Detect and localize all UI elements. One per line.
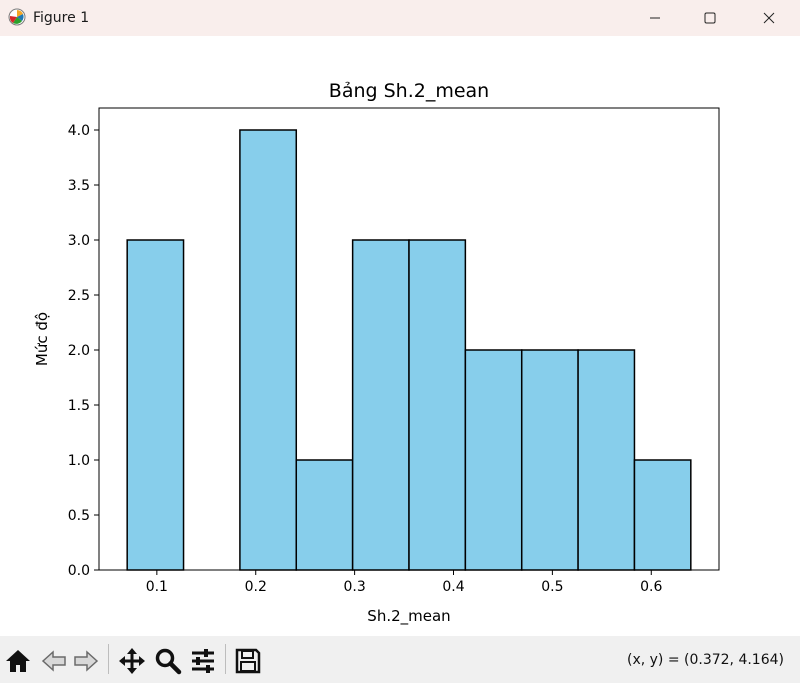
y-tick-label: 2.0 [68, 343, 90, 359]
pan-icon [119, 648, 145, 674]
x-tick-label: 0.6 [640, 579, 662, 595]
toolbar-separator [225, 644, 226, 674]
zoom-icon [155, 648, 182, 675]
x-tick-label: 0.5 [541, 579, 563, 595]
histogram-bar [520, 349, 579, 571]
minimize-icon [650, 17, 660, 19]
cursor-coordinates: (x, y) = (0.372, 4.164) [626, 652, 784, 668]
forward-button[interactable] [71, 646, 101, 676]
histogram-bar [633, 459, 692, 571]
histogram-bar [577, 349, 636, 571]
figure-canvas[interactable]: Bảng Sh.2_mean 0.1 0.2 0.3 0.4 0.5 0.6 0.0 0.5… [0, 36, 800, 636]
minimize-button[interactable] [632, 0, 678, 36]
y-tick-label: 0.0 [68, 563, 90, 579]
back-arrow-icon [41, 650, 66, 672]
y-tick-label: 3.5 [68, 178, 90, 194]
matplotlib-icon [8, 8, 26, 26]
save-button[interactable] [233, 646, 263, 676]
zoom-button[interactable] [153, 646, 183, 676]
pan-button[interactable] [117, 646, 147, 676]
histogram-bar [126, 239, 185, 571]
close-icon [763, 12, 775, 24]
x-axis-label: Sh.2_mean [367, 607, 450, 626]
y-tick-label: 4.0 [68, 123, 90, 139]
window-title: Figure 1 [33, 10, 90, 26]
histogram-bar [351, 239, 410, 571]
home-button[interactable] [3, 646, 33, 676]
histogram-chart: Bảng Sh.2_mean 0.1 0.2 0.3 0.4 0.5 0.6 0.0 0.5… [33, 80, 720, 626]
x-tick-label: 0.4 [442, 579, 464, 595]
y-tick-label: 0.5 [68, 508, 90, 524]
window-titlebar: Figure 1 [0, 0, 800, 36]
close-button[interactable] [746, 0, 792, 36]
histogram-bar [239, 129, 298, 571]
x-tick-label: 0.1 [146, 579, 168, 595]
y-tick-label: 1.5 [68, 398, 90, 414]
histogram-bar [408, 239, 467, 571]
configure-subplots-button[interactable] [188, 646, 218, 676]
histogram-bar [295, 459, 354, 571]
y-tick-label: 3.0 [68, 233, 90, 249]
plot-frame [98, 107, 720, 571]
home-icon [6, 650, 30, 672]
y-tick-label: 2.5 [68, 288, 90, 304]
x-tick-label: 0.3 [343, 579, 365, 595]
configure-subplots-icon [192, 649, 214, 673]
save-icon [235, 648, 261, 674]
toolbar-separator [108, 644, 109, 674]
histogram-bar [464, 349, 523, 571]
back-button[interactable] [39, 646, 69, 676]
maximize-button[interactable] [687, 0, 733, 36]
y-axis-label: Mức độ [33, 312, 51, 366]
forward-arrow-icon [74, 650, 99, 672]
chart-title: Bảng Sh.2_mean [329, 80, 489, 102]
maximize-icon [704, 12, 716, 24]
navigation-toolbar: (x, y) = (0.372, 4.164) [0, 636, 800, 683]
y-tick-label: 1.0 [68, 453, 90, 469]
x-tick-label: 0.2 [245, 579, 267, 595]
